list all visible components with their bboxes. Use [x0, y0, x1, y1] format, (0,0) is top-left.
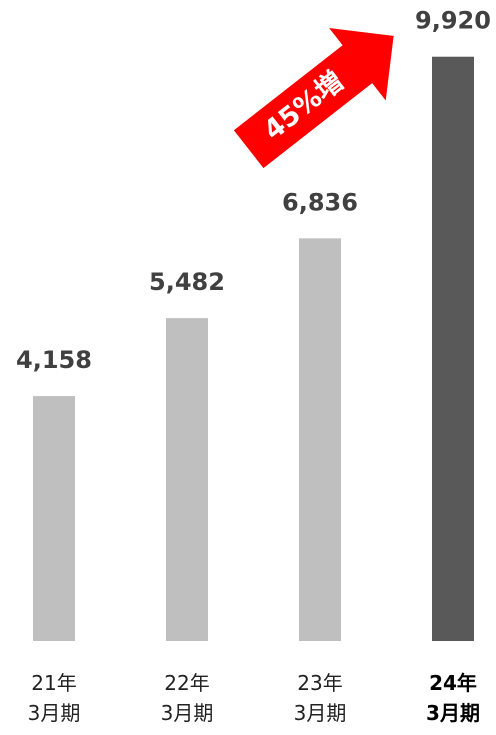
bar	[33, 396, 75, 641]
x-tick-label: 21年 3月期	[27, 671, 81, 725]
bar	[299, 238, 341, 641]
value-label: 9,920	[415, 7, 491, 35]
x-tick-label: 24年 3月期	[426, 671, 480, 725]
bar	[432, 56, 474, 642]
x-tick-label: 23年 3月期	[293, 671, 347, 725]
x-tick-label: 22年 3月期	[160, 671, 214, 725]
value-label: 5,482	[149, 268, 225, 296]
arrow-shape	[233, 27, 394, 169]
growth-arrow: 45%増	[233, 27, 394, 169]
bar	[166, 318, 208, 641]
value-label: 6,836	[282, 188, 358, 216]
value-label: 4,158	[16, 346, 92, 374]
